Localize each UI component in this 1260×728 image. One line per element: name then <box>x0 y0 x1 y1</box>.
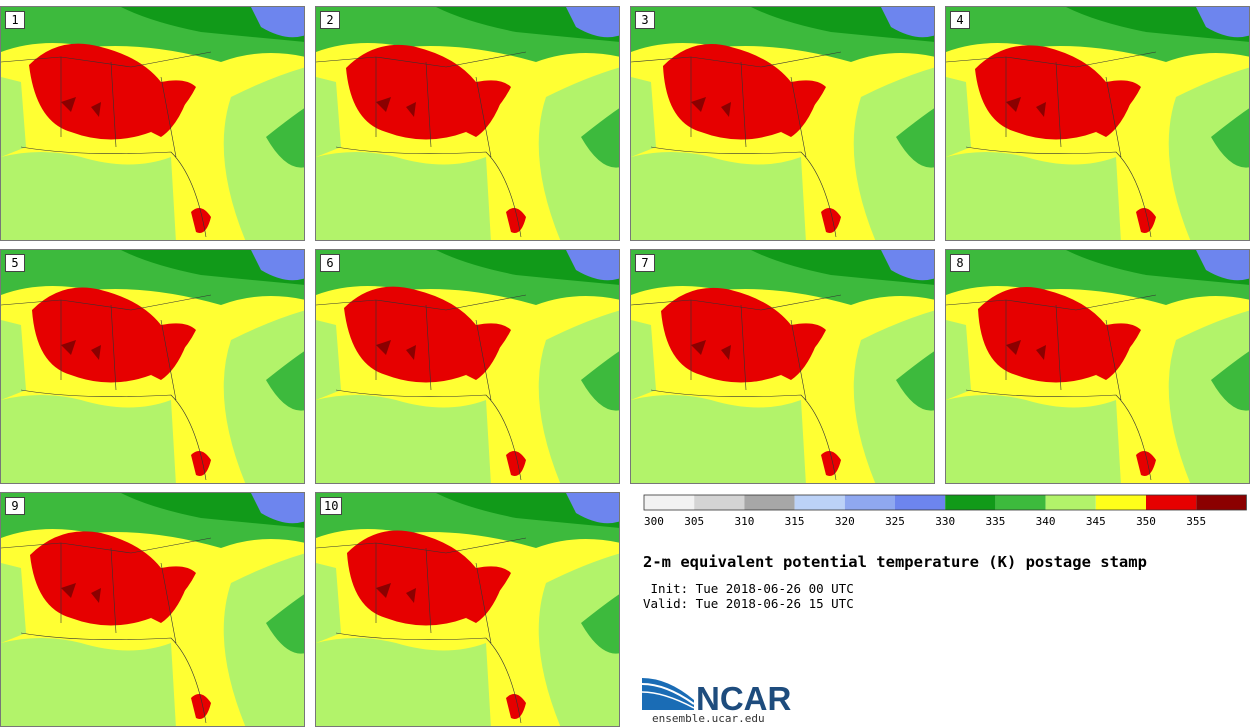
colorbar-tick-label: 310 <box>734 515 754 528</box>
colorbar-tick-label: 320 <box>835 515 855 528</box>
postage-stamp-panel: 7 <box>630 249 935 484</box>
colorbar-tick-label: 325 <box>885 515 905 528</box>
member-number: 3 <box>635 11 655 29</box>
site-url: ensemble.ucar.edu <box>652 712 765 725</box>
colorbar-segment <box>744 495 795 510</box>
member-number: 6 <box>320 254 340 272</box>
member-number: 9 <box>5 497 25 515</box>
colorbar-tick-label: 355 <box>1186 515 1206 528</box>
member-number: 8 <box>950 254 970 272</box>
postage-stamp-panel: 2 <box>315 6 620 241</box>
colorbar-segment <box>844 495 895 510</box>
member-number: 4 <box>950 11 970 29</box>
member-number: 7 <box>635 254 655 272</box>
colorbar: 300 305 310 315 320 325 330 335 340 345 350 355 <box>643 494 1247 528</box>
figure-title: 2-m equivalent potential temperature (K)… <box>643 553 1147 571</box>
colorbar-tick-label: 330 <box>935 515 955 528</box>
init-time: Init: Tue 2018-06-26 00 UTC <box>643 581 854 596</box>
member-number: 10 <box>320 497 343 515</box>
colorbar-segment <box>1196 495 1247 510</box>
colorbar-segment <box>1146 495 1197 510</box>
member-number: 2 <box>320 11 340 29</box>
colorbar-segment <box>794 495 845 510</box>
postage-stamp-panel: 1 <box>0 6 305 241</box>
member-number: 5 <box>5 254 25 272</box>
colorbar-border <box>643 494 1247 511</box>
postage-stamp-panel: 8 <box>945 249 1250 484</box>
colorbar-segment <box>1095 495 1146 510</box>
postage-stamp-panel: 4 <box>945 6 1250 241</box>
colorbar-segment <box>694 495 745 510</box>
postage-stamp-panel: 10 <box>315 492 620 727</box>
colorbar-tick-label: 345 <box>1086 515 1106 528</box>
postage-stamp-panel: 5 <box>0 249 305 484</box>
postage-stamp-panel: 6 <box>315 249 620 484</box>
colorbar-tick-label: 335 <box>985 515 1005 528</box>
colorbar-tick-label: 315 <box>785 515 805 528</box>
colorbar-segment <box>945 495 996 510</box>
ncar-logo-icon <box>642 678 694 710</box>
postage-stamp-panel: 3 <box>630 6 935 241</box>
colorbar-segment <box>644 495 695 510</box>
colorbar-tick-label: 350 <box>1136 515 1156 528</box>
colorbar-segment <box>895 495 946 510</box>
colorbar-tick-label: 305 <box>684 515 704 528</box>
colorbar-segment <box>1045 495 1096 510</box>
colorbar-tick-label: 300 <box>644 515 664 528</box>
postage-stamp-panel: 9 <box>0 492 305 727</box>
ncar-logo-text: NCAR <box>696 680 792 717</box>
member-number: 1 <box>5 11 25 29</box>
colorbar-segment <box>995 495 1046 510</box>
colorbar-tick-label: 340 <box>1036 515 1056 528</box>
valid-time: Valid: Tue 2018-06-26 15 UTC <box>643 596 854 611</box>
